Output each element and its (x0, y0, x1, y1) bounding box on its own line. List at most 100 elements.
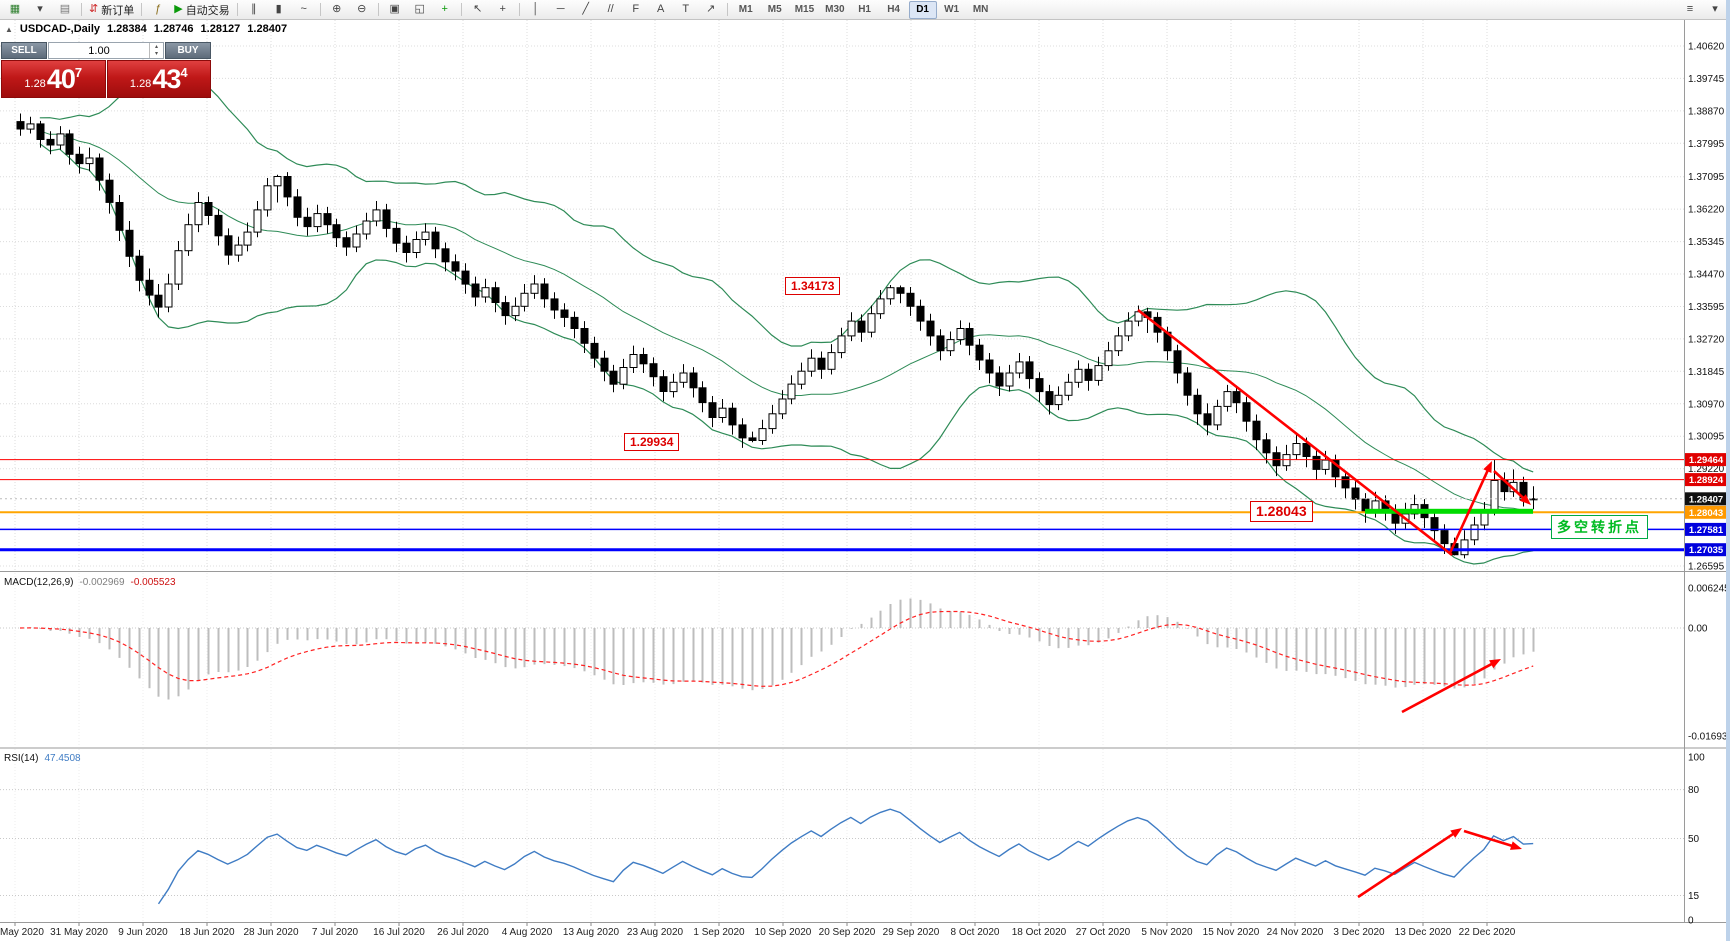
candle-body (590, 342, 599, 359)
date-label: 18 Oct 2020 (1012, 927, 1067, 938)
sell-button[interactable]: SELL (1, 42, 47, 59)
candle-body (669, 381, 678, 393)
rsi-down-arrow[interactable] (1463, 829, 1516, 849)
zoom-in-icon[interactable]: ⊕ (325, 1, 349, 19)
volume-down-icon[interactable]: ▾ (154, 50, 158, 57)
candle-body (362, 220, 371, 235)
vertical-line-icon[interactable]: │ (524, 1, 548, 19)
tf-mn-button[interactable]: MN (972, 4, 989, 15)
candle-body (580, 328, 589, 344)
toolbar-collapse-icon[interactable]: ▾ (1703, 1, 1727, 19)
price-label-low[interactable]: 1.29934 (624, 433, 680, 451)
tile-windows-icon[interactable]: ▣ (383, 1, 407, 19)
date-label: 1 Sep 2020 (693, 927, 745, 938)
cursor-icon[interactable]: ↖ (466, 1, 490, 19)
trend-arrows[interactable] (1137, 308, 1531, 899)
new-order-button[interactable]: ⇵ 新订单 (86, 1, 137, 19)
tf-d1-button[interactable]: D1 (908, 0, 937, 19)
bollinger-lower-line (39, 143, 1534, 565)
price-axis[interactable]: 1.40620 1.39745 1.38870 1.37995 1.37095 1.362… (1685, 42, 1730, 927)
macd-up-arrow[interactable] (1401, 661, 1496, 714)
candle-body (748, 437, 757, 441)
expert-advisors-icon[interactable]: ƒ (146, 1, 170, 19)
candle-body (570, 316, 579, 329)
candle-body (372, 209, 381, 222)
candle-body (847, 320, 856, 337)
rsi-up-arrow[interactable] (1357, 830, 1457, 899)
volume-input[interactable]: 1.00 (88, 44, 110, 57)
zoom-out-icon-glyph: ⊖ (357, 3, 367, 15)
volume-box: 1.00 ▴ ▾ (48, 42, 164, 59)
fibonacci-icon[interactable]: F (624, 1, 648, 19)
autotrading-button[interactable]: ▶ 自动交易 (171, 1, 232, 19)
price-tag-1-28043-text: 1.28043 (1689, 508, 1723, 519)
date-label: 8 Oct 2020 (951, 927, 1000, 938)
volume-up-icon[interactable]: ▴ (154, 43, 158, 50)
new-chart-icon[interactable]: ▦ (3, 1, 27, 19)
candle-body (946, 339, 955, 352)
turning-point-note[interactable]: 多空转折点 (1551, 515, 1648, 539)
tf-w1-button[interactable]: W1 (944, 4, 960, 15)
green-pivot-segment[interactable] (1365, 508, 1533, 514)
line-chart-icon[interactable]: ~ (292, 1, 316, 19)
candle-body (619, 367, 628, 385)
vertical-line-icon-glyph: │ (532, 3, 540, 15)
candle-body (1005, 372, 1014, 387)
candle-body (154, 294, 163, 308)
rebound-arrow[interactable] (1448, 466, 1491, 554)
tf-m15-button[interactable]: M15 (794, 4, 815, 15)
horizontal-line-objects[interactable] (0, 459, 1684, 552)
arrows-icon[interactable]: ↗ (699, 1, 723, 19)
tf-m1-button[interactable]: M1 (738, 4, 753, 15)
volume-spinner[interactable]: ▴ ▾ (149, 43, 163, 58)
channel-icon[interactable]: // (599, 1, 623, 19)
candle-body (16, 121, 25, 130)
candle-body (392, 227, 401, 244)
candlestick-chart-icon[interactable]: ▮ (267, 1, 291, 19)
tf-h1-button[interactable]: H1 (858, 4, 871, 15)
candle-body (125, 229, 134, 257)
profiles-icon[interactable]: ▤ (53, 1, 77, 19)
sell-price-button[interactable]: 1.28 40 7 (1, 60, 106, 98)
candle-body (56, 133, 65, 146)
toolbar-more-icon[interactable]: ≡ (1678, 1, 1702, 19)
price-tag-1-28043 (1685, 505, 1727, 519)
candle-body (1064, 381, 1073, 396)
cascade-windows-icon[interactable]: ◱ (408, 1, 432, 19)
price-label-pivot[interactable]: 1.28043 (1250, 501, 1313, 522)
candle-body (1025, 361, 1034, 380)
trendline-icon[interactable]: ╱ (574, 1, 598, 19)
ohlc-high: 1.28746 (153, 23, 194, 35)
candle-body (46, 138, 55, 146)
pullback-arrow[interactable] (1493, 470, 1527, 502)
zoom-out-icon[interactable]: ⊖ (350, 1, 374, 19)
candle-body (1262, 439, 1271, 454)
tf-m30-button[interactable]: M30 (825, 4, 845, 15)
chart-icon: ▲ (5, 24, 13, 34)
axis-label: 1.30095 (1688, 432, 1725, 443)
candle-body (857, 320, 866, 333)
bars-chart-icon[interactable]: ∥ (242, 1, 266, 19)
label-icon[interactable]: T (674, 1, 698, 19)
sell-price-big: 40 (46, 63, 76, 94)
time-axis[interactable]: 24 May 2020 31 May 2020 9 Jun 2020 18 Jun 2… (0, 922, 1516, 939)
buy-price-button[interactable]: 1.28 43 4 (106, 60, 211, 98)
text-icon[interactable]: A (649, 1, 673, 19)
candle-body (1173, 350, 1182, 374)
price-label-high[interactable]: 1.34173 (785, 277, 841, 295)
buy-button[interactable]: BUY (165, 42, 211, 59)
candle-body (421, 231, 430, 241)
candle-body (1104, 350, 1113, 367)
rsi-indicator-label: RSI(14) 47.4508 (4, 753, 81, 764)
horizontal-line-icon[interactable]: ─ (549, 1, 573, 19)
indicators-icon[interactable]: + (433, 1, 457, 19)
crosshair-icon[interactable]: + (491, 1, 515, 19)
candle-body (382, 209, 391, 229)
tf-h4-button[interactable]: H4 (887, 4, 900, 15)
chart-dropdown-icon[interactable]: ▾ (28, 1, 52, 19)
tf-m5-button[interactable]: M5 (767, 4, 782, 15)
candle-body (926, 320, 935, 337)
date-label: 9 Jun 2020 (118, 927, 168, 938)
main-downtrend-line[interactable] (1137, 308, 1453, 557)
